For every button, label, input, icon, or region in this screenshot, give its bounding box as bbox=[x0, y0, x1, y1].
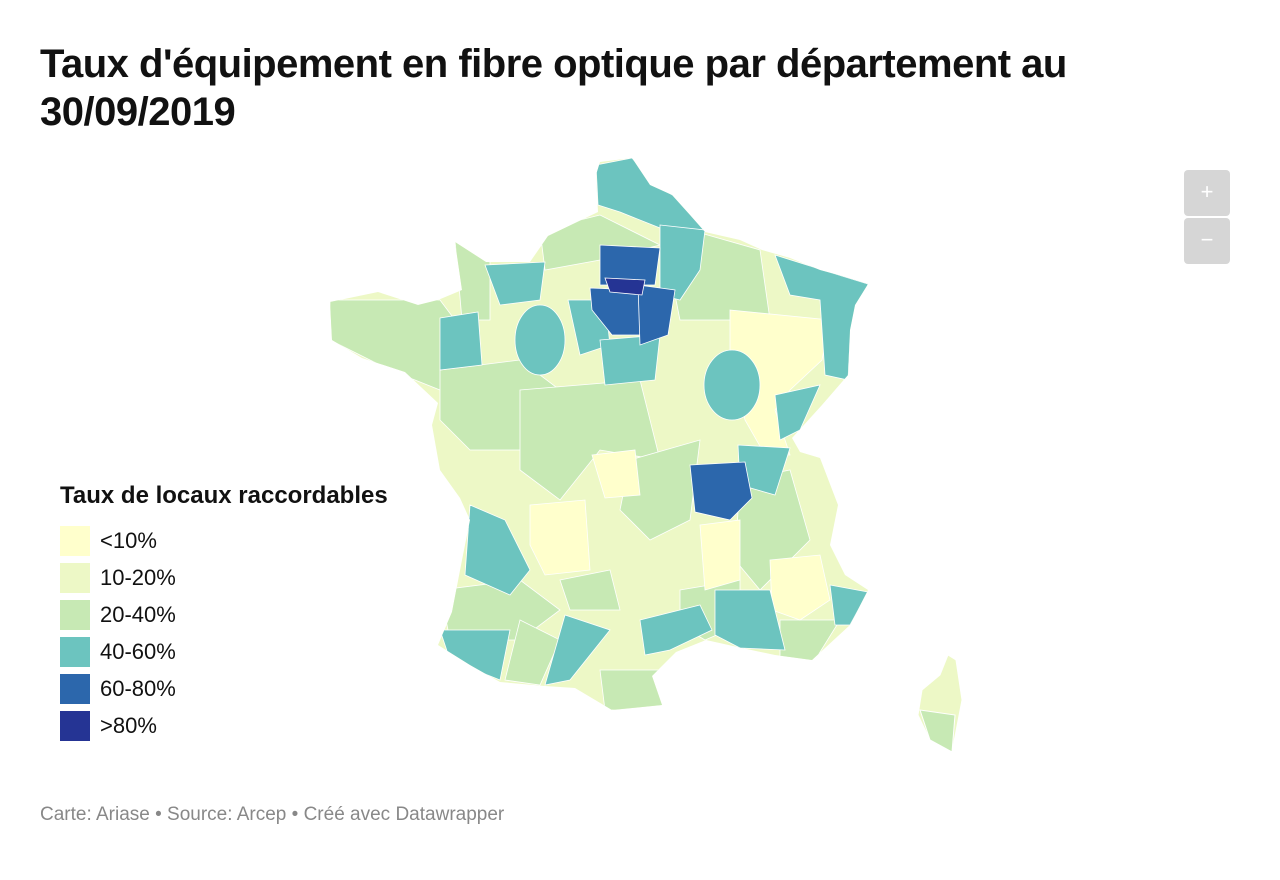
source-footer: Carte: Ariase • Source: Arcep • Créé ave… bbox=[40, 804, 505, 825]
legend-item: 20-40% bbox=[60, 596, 388, 633]
department-area[interactable] bbox=[544, 614, 611, 686]
department-area[interactable] bbox=[659, 224, 706, 301]
department-area[interactable] bbox=[637, 284, 676, 346]
department-area[interactable] bbox=[439, 311, 483, 371]
legend-swatch bbox=[60, 636, 90, 667]
department-area[interactable] bbox=[829, 584, 868, 626]
department-area-paris[interactable] bbox=[604, 277, 646, 296]
legend-label: 60-80% bbox=[100, 675, 176, 701]
legend: Taux de locaux raccordables <10% 10-20% … bbox=[60, 482, 388, 744]
department-area[interactable] bbox=[559, 569, 621, 611]
department-area[interactable] bbox=[619, 439, 701, 541]
department-area[interactable] bbox=[599, 669, 666, 710]
zoom-in-button[interactable]: + bbox=[1184, 170, 1230, 216]
department-area[interactable] bbox=[703, 349, 761, 421]
department-area[interactable] bbox=[639, 604, 713, 656]
department-area[interactable] bbox=[464, 504, 531, 596]
department-area[interactable] bbox=[714, 589, 786, 651]
legend-item: 60-80% bbox=[60, 670, 388, 707]
department-area[interactable] bbox=[599, 244, 661, 286]
legend-title: Taux de locaux raccordables bbox=[60, 482, 388, 509]
legend-item: <10% bbox=[60, 522, 388, 559]
department-area[interactable] bbox=[439, 629, 511, 681]
legend-label: <10% bbox=[100, 527, 157, 553]
department-area[interactable] bbox=[514, 304, 566, 376]
department-area[interactable] bbox=[591, 449, 641, 499]
legend-item: >80% bbox=[60, 707, 388, 744]
department-area[interactable] bbox=[599, 334, 661, 386]
legend-swatch bbox=[60, 525, 90, 556]
department-area[interactable] bbox=[484, 261, 546, 306]
department-area[interactable] bbox=[699, 519, 741, 591]
legend-swatch bbox=[60, 599, 90, 630]
map-title: Taux d'équipement en fibre optique par d… bbox=[40, 42, 1067, 134]
legend-label: 40-60% bbox=[100, 638, 176, 664]
legend-swatch bbox=[60, 710, 90, 741]
legend-swatch bbox=[60, 673, 90, 704]
zoom-out-button[interactable]: − bbox=[1184, 218, 1230, 264]
legend-swatch bbox=[60, 562, 90, 593]
department-area[interactable] bbox=[504, 619, 561, 686]
department-area[interactable] bbox=[919, 709, 956, 753]
department-area[interactable] bbox=[689, 461, 753, 521]
legend-label: >80% bbox=[100, 712, 157, 738]
legend-label: 10-20% bbox=[100, 564, 176, 590]
department-area[interactable] bbox=[529, 499, 591, 576]
legend-label: 20-40% bbox=[100, 601, 176, 627]
legend-item: 10-20% bbox=[60, 559, 388, 596]
legend-item: 40-60% bbox=[60, 633, 388, 670]
